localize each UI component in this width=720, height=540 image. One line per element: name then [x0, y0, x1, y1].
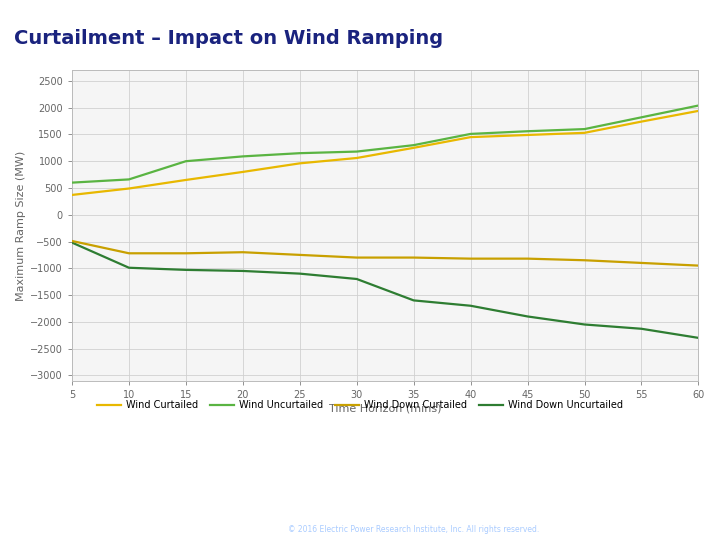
Text: short intervals: short intervals — [11, 487, 159, 505]
Text: 20: 20 — [11, 521, 23, 531]
Legend: Wind Curtailed, Wind Uncurtailed, Wind Down Curtailed, Wind Down Uncurtailed: Wind Curtailed, Wind Uncurtailed, Wind D… — [93, 396, 627, 414]
X-axis label: Time Horizon (mins): Time Horizon (mins) — [329, 404, 441, 414]
Y-axis label: Maximum Ramp Size (MW): Maximum Ramp Size (MW) — [16, 150, 26, 301]
Text: Curtailment – Impact on Wind Ramping: Curtailment – Impact on Wind Ramping — [14, 29, 444, 48]
Text: DVER can reduce wind ramp sizes, especially at very: DVER can reduce wind ramp sizes, especia… — [11, 443, 544, 461]
Text: © 2016 Electric Power Research Institute, Inc. All rights reserved.: © 2016 Electric Power Research Institute… — [288, 525, 539, 535]
